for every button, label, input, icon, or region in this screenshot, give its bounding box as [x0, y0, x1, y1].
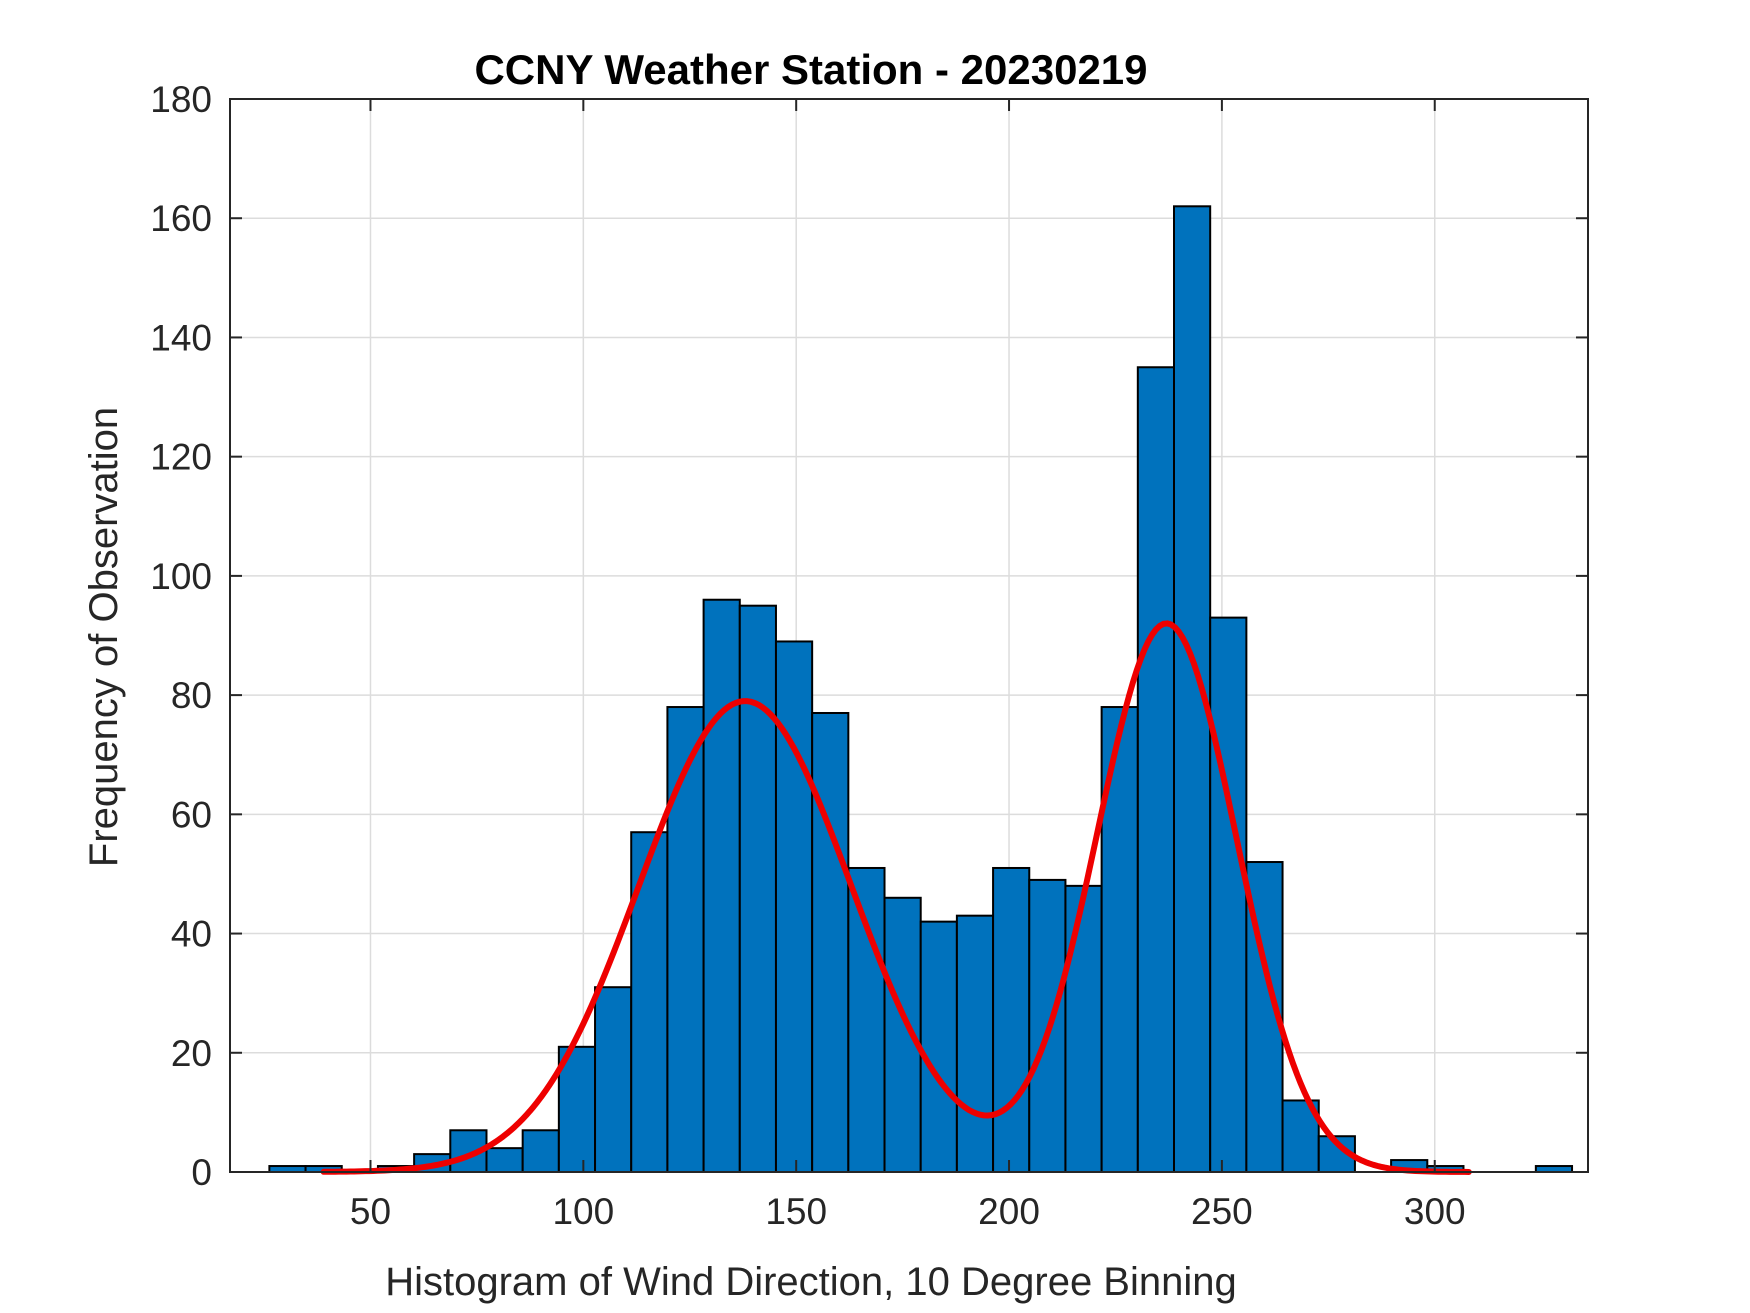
histogram-bar [1209, 616, 1248, 1173]
y-tick-label: 140 [150, 317, 212, 358]
chart-title: CCNY Weather Station - 20230219 [474, 46, 1147, 93]
y-tick-label: 60 [171, 794, 212, 835]
histogram-bar [811, 711, 850, 1173]
plot-axes-box [229, 98, 1589, 1173]
y-tick-label: 0 [191, 1152, 212, 1193]
histogram-bar [774, 640, 814, 1173]
x-tick-label: 300 [1404, 1191, 1466, 1232]
histogram-bar [666, 706, 705, 1173]
grid-lines [230, 98, 1588, 1173]
y-tick-label: 180 [150, 79, 212, 120]
axis-ticks [230, 98, 1588, 1173]
y-axis-label: Frequency of Observation [82, 407, 126, 867]
x-axis-label: Histogram of Wind Direction, 10 Degree B… [385, 1260, 1237, 1304]
y-tick-label: 20 [171, 1033, 212, 1074]
histogram-bar [1136, 366, 1176, 1173]
x-tick-label: 200 [978, 1191, 1040, 1232]
histogram-bar [955, 914, 995, 1174]
y-tick-label: 120 [150, 437, 212, 478]
x-tick-label: 50 [350, 1191, 391, 1232]
histogram-bar [738, 604, 777, 1173]
histogram-bar [919, 920, 958, 1174]
histogram-bar [630, 831, 669, 1173]
y-tick-label: 100 [150, 556, 212, 597]
histogram-bar [702, 598, 741, 1173]
y-tick-label: 160 [150, 198, 212, 239]
y-axis-tick-labels: 0 20 40 60 80 100 120 140 160 180 [150, 79, 212, 1193]
x-axis-tick-labels: 50 100 150 200 250 300 [350, 1191, 1466, 1232]
density-fit-curve [320, 620, 1472, 1175]
y-tick-label: 40 [171, 914, 212, 955]
histogram-bar [992, 866, 1031, 1173]
x-tick-label: 250 [1191, 1191, 1253, 1232]
x-tick-label: 100 [552, 1191, 614, 1232]
x-tick-label: 150 [765, 1191, 827, 1232]
histogram-bar [1064, 884, 1103, 1173]
histogram-bar [485, 1147, 524, 1173]
histogram-bar [847, 866, 886, 1173]
histogram-bar [594, 986, 633, 1174]
y-tick-label: 80 [171, 675, 212, 716]
histogram-bar [521, 1129, 560, 1173]
